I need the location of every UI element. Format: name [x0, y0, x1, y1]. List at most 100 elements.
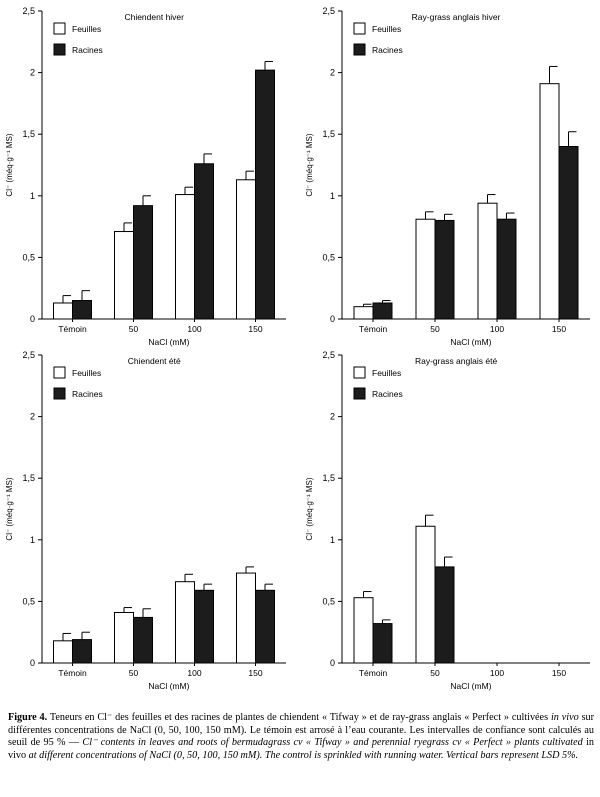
bar-feuilles: [353, 306, 374, 320]
bar-feuilles: [114, 231, 134, 320]
chart-panel-1: 0 0,5 1 1,5 2 2,5 Cl⁻ (méq·g⁻¹ MS) Chiendent hi…: [5, 6, 286, 347]
bar-racines: [372, 623, 393, 664]
bar-racines: [255, 69, 275, 320]
legend-swatch-racines: [353, 387, 366, 400]
chart-panel-4: 0 0,5 1 1,5 2 2,5 Cl⁻ (méq·g⁻¹ MS) Ray-grass an…: [305, 350, 590, 691]
bar-racines: [194, 589, 214, 664]
legend-label-feuilles: Feuilles: [372, 368, 401, 378]
y-tick-label: 0: [30, 658, 35, 668]
legend-swatch-feuilles: [53, 366, 66, 379]
chart-title: Ray-grass anglais été: [415, 356, 497, 366]
legend-label-feuilles: Feuilles: [372, 24, 401, 34]
y-tick-label: 0: [30, 314, 35, 324]
x-tick-label: 150: [248, 324, 262, 334]
y-axis-label: Cl⁻ (méq·g⁻¹ MS): [305, 477, 314, 540]
y-tick-label: 1,5: [322, 473, 335, 483]
figure-caption: Figure 4. Teneurs en Cl⁻ des feuilles et…: [8, 712, 594, 762]
legend-label-racines: Racines: [372, 45, 403, 55]
bar-feuilles: [539, 83, 560, 320]
legend-swatch-racines: [53, 43, 66, 56]
x-axis-label: NaCl (mM): [450, 337, 491, 347]
legend-label-feuilles: Feuilles: [72, 368, 101, 378]
legend-swatch-racines: [353, 43, 366, 56]
y-tick-label: 0,5: [322, 596, 335, 606]
y-tick-label: 2: [30, 68, 35, 78]
y-tick-label: 2: [330, 68, 335, 78]
x-tick-label: Témoin: [58, 668, 87, 678]
y-axis-label: Cl⁻ (méq·g⁻¹ MS): [5, 477, 14, 540]
legend-label-racines: Racines: [72, 389, 103, 399]
x-tick-label: Témoin: [58, 324, 87, 334]
chart-title: Chiendent été: [128, 356, 181, 366]
caption-french-text: Teneurs en Cl⁻ des feuilles et des racin…: [49, 712, 549, 723]
bar-feuilles: [477, 202, 498, 320]
legend-swatch-feuilles: [53, 22, 66, 35]
bar-racines: [72, 639, 92, 664]
y-tick-label: 0,5: [22, 252, 35, 262]
bar-racines: [133, 205, 153, 320]
chart-title: Ray-grass anglais hiver: [412, 12, 501, 22]
bar-feuilles: [353, 597, 374, 664]
y-tick-label: 2,5: [322, 6, 335, 16]
x-tick-label: 50: [430, 324, 440, 334]
x-axis-label: NaCl (mM): [148, 337, 189, 347]
x-tick-label: 50: [129, 324, 139, 334]
bar-racines: [434, 219, 455, 320]
bar-racines: [133, 616, 153, 664]
y-tick-label: 2,5: [22, 6, 35, 16]
bar-racines: [372, 302, 393, 320]
x-tick-label: 100: [490, 668, 504, 678]
caption-label: Figure 4.: [8, 712, 48, 723]
bar-feuilles: [175, 581, 195, 664]
bar-racines: [558, 146, 579, 320]
x-tick-label: 150: [552, 324, 566, 334]
y-tick-label: 1: [30, 535, 35, 545]
legend-label-racines: Racines: [372, 389, 403, 399]
bar-racines: [194, 163, 214, 320]
y-tick-label: 1,5: [22, 129, 35, 139]
y-tick-label: 0,5: [22, 596, 35, 606]
y-tick-label: 1,5: [22, 473, 35, 483]
y-tick-label: 2: [30, 412, 35, 422]
x-tick-label: Témoin: [359, 668, 388, 678]
chart-title: Chiendent hiver: [124, 12, 184, 22]
y-tick-label: 2,5: [22, 350, 35, 360]
y-tick-label: 1,5: [322, 129, 335, 139]
bar-feuilles: [175, 194, 195, 320]
bar-racines: [255, 589, 275, 664]
bar-feuilles: [53, 640, 73, 664]
chart-panel-3: 0 0,5 1 1,5 2 2,5 Cl⁻ (méq·g⁻¹ MS) Chiendent ét…: [5, 350, 286, 691]
y-tick-label: 2,5: [322, 350, 335, 360]
x-tick-label: 50: [129, 668, 139, 678]
bar-feuilles: [53, 302, 73, 320]
y-tick-label: 0,5: [322, 252, 335, 262]
bar-racines: [72, 300, 92, 320]
bar-feuilles: [236, 572, 256, 664]
y-tick-label: 0: [330, 314, 335, 324]
caption-french-rest: sur différentes concentrations de NaCl (…: [8, 712, 595, 748]
caption-french-italic: in vivo: [550, 712, 579, 723]
bar-feuilles: [415, 218, 436, 320]
x-axis-label: NaCl (mM): [148, 681, 189, 691]
x-tick-label: 100: [187, 324, 201, 334]
x-axis-label: NaCl (mM): [450, 681, 491, 691]
y-tick-label: 1: [30, 191, 35, 201]
legend-swatch-feuilles: [353, 22, 366, 35]
legend-label-racines: Racines: [72, 45, 103, 55]
legend-swatch-racines: [53, 387, 66, 400]
y-tick-label: 1: [330, 191, 335, 201]
caption-english-a: Cl⁻ contents in leaves and roots of berm…: [82, 737, 583, 748]
y-tick-label: 0: [330, 658, 335, 668]
figure-charts: 0 0,5 1 1,5 2 2,5 Cl⁻ (méq·g⁻¹ MS) Chiendent hi…: [5, 6, 590, 691]
y-axis-label: Cl⁻ (méq·g⁻¹ MS): [305, 133, 314, 196]
y-tick-label: 1: [330, 535, 335, 545]
x-tick-label: Témoin: [359, 324, 388, 334]
bar-feuilles: [236, 179, 256, 320]
x-tick-label: 100: [187, 668, 201, 678]
y-axis-label: Cl⁻ (méq·g⁻¹ MS): [5, 133, 14, 196]
x-tick-label: 150: [552, 668, 566, 678]
chart-panel-2: 0 0,5 1 1,5 2 2,5 Cl⁻ (méq·g⁻¹ MS) Ray-grass an…: [305, 6, 590, 347]
bar-racines: [434, 566, 455, 664]
y-tick-label: 2: [330, 412, 335, 422]
bar-racines: [496, 218, 517, 320]
